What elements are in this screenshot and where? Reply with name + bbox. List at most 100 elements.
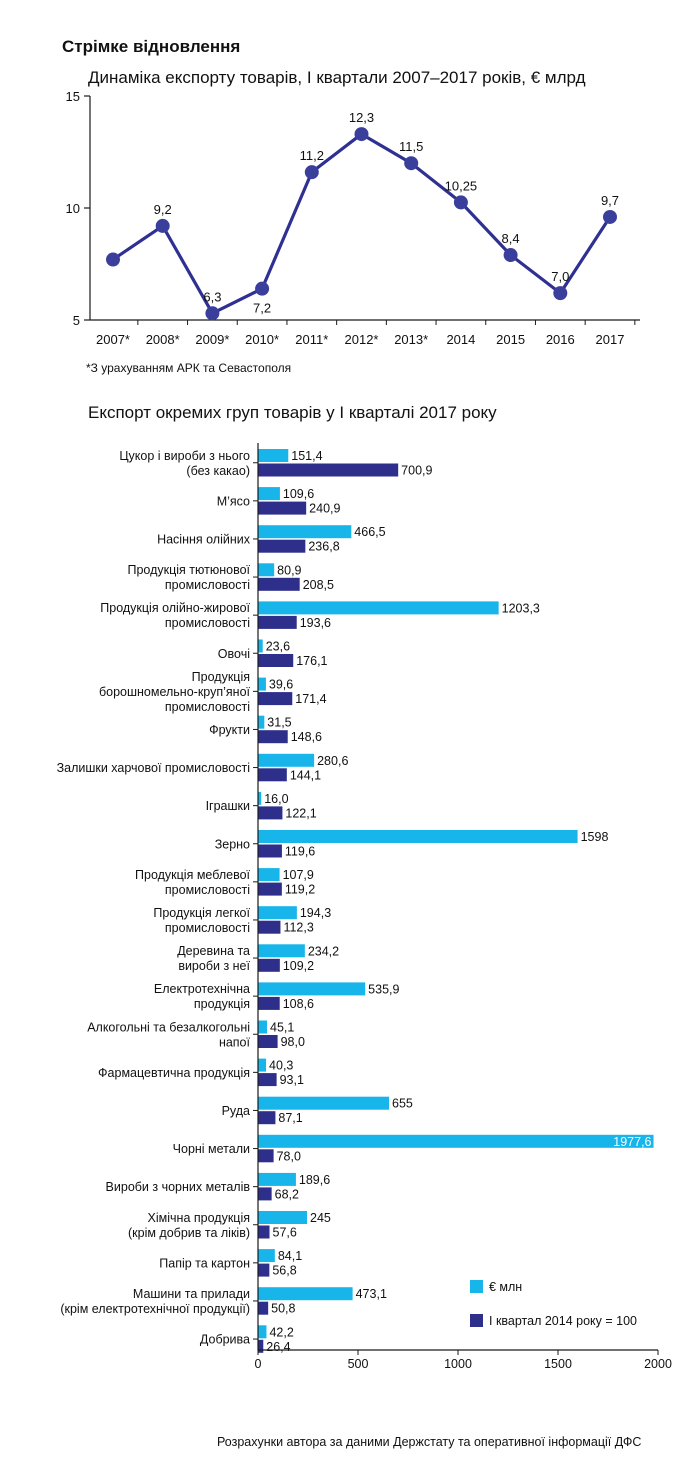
category-label: Фрукти (209, 723, 250, 737)
bar-eur-mln-label: 234,2 (308, 944, 339, 958)
bar-eur-mln (258, 715, 265, 729)
bar-eur-mln (258, 1058, 267, 1072)
x-tick-label: 500 (348, 1357, 369, 1371)
bar-index-2014 (258, 768, 287, 782)
bar-index-2014-label: 112,3 (283, 921, 313, 935)
bar-eur-mln-label: 39,6 (269, 678, 293, 692)
category-label: Іграшки (206, 799, 250, 813)
category-label: Електротехнічна продукція (154, 982, 250, 1011)
bar-index-2014 (258, 501, 307, 515)
x-tick-label: 2007* (96, 332, 130, 347)
source-note: Розрахунки автора за даними Держстату та… (217, 1435, 641, 1449)
line-chart-title: Динаміка експорту товарів, І квартали 20… (88, 68, 586, 87)
bar-index-2014-label: 119,6 (285, 845, 315, 859)
bar-index-2014 (258, 958, 280, 972)
bar-eur-mln (258, 1096, 389, 1110)
bar-index-2014 (258, 539, 306, 553)
bar-eur-mln-label: 42,2 (269, 1325, 293, 1339)
bar-index-2014 (258, 1111, 276, 1125)
bar-index-2014-label: 50,8 (271, 1302, 295, 1316)
category-label: Машини та прилади (крім електротехнічної … (60, 1287, 250, 1316)
bar-eur-mln (258, 753, 315, 767)
data-point (503, 248, 518, 263)
x-tick-label: 2014 (446, 332, 475, 347)
x-tick-label: 2013* (394, 332, 428, 347)
category-label: Продукція тютюнової промисловості (127, 563, 250, 592)
bar-eur-mln (258, 1325, 267, 1339)
bar-eur-mln-label: 189,6 (299, 1173, 330, 1187)
bar-eur-mln-label: 1598 (581, 830, 609, 844)
x-tick-label: 2012* (345, 332, 379, 347)
x-tick-label: 0 (255, 1357, 262, 1371)
bar-index-2014 (258, 1035, 278, 1048)
bar-eur-mln-label: 84,1 (278, 1249, 302, 1263)
bar-index-2014-label: 109,2 (283, 959, 314, 973)
bar-eur-mln (258, 1249, 275, 1263)
bar-eur-mln (258, 639, 263, 653)
x-tick-label: 2016 (546, 332, 575, 347)
data-point (453, 195, 468, 210)
bar-eur-mln (258, 906, 297, 920)
data-point (255, 281, 270, 296)
category-label: Цукор і вироби з нього (без какао) (119, 449, 250, 478)
bar-index-2014 (258, 730, 288, 744)
data-label: 7,0 (551, 269, 569, 284)
bar-index-2014-label: 108,6 (283, 997, 314, 1011)
bar-eur-mln (258, 525, 352, 539)
bar-index-2014 (258, 692, 293, 706)
data-label: 6,3 (203, 289, 221, 304)
category-label: Алкогольні та безалкогольні напої (87, 1020, 250, 1049)
category-label: Продукція олійно-жирової промисловості (100, 601, 250, 630)
bar-eur-mln-label: 40,3 (269, 1059, 293, 1073)
bar-index-2014 (258, 1149, 274, 1163)
data-label: 8,4 (502, 231, 520, 246)
bar-eur-mln-label: 23,6 (266, 640, 290, 654)
data-label: 10,25 (445, 178, 478, 193)
data-label: 11,5 (399, 139, 423, 154)
category-label: Продукція легкої промисловості (153, 906, 250, 935)
bar-index-2014 (258, 615, 297, 629)
bar-eur-mln-label: 80,9 (277, 563, 301, 577)
bar-index-2014 (258, 1187, 272, 1201)
bar-index-2014 (258, 1263, 270, 1277)
bar-eur-mln-label: 1977,6 (613, 1135, 651, 1149)
bar-eur-mln-label: 194,3 (300, 906, 331, 920)
bar-eur-mln (258, 563, 275, 577)
bar-eur-mln (258, 677, 266, 691)
line-series (112, 132, 612, 315)
category-label: М’ясо (217, 494, 250, 508)
bar-index-2014-label: 57,6 (273, 1226, 297, 1240)
data-point (304, 165, 319, 180)
bar-index-2014-label: 208,5 (303, 578, 334, 592)
figure-title: Стрімке відновлення (62, 37, 240, 56)
bar-eur-mln-label: 280,6 (317, 754, 348, 768)
x-tick-label: 2011* (295, 332, 328, 347)
legend-swatch-eur-mln (470, 1280, 483, 1293)
bar-index-2014-label: 144,1 (290, 768, 321, 782)
bar-index-2014-label: 26,4 (266, 1340, 290, 1354)
bar-index-2014-label: 236,8 (308, 540, 339, 554)
category-label: Фармацевтична продукція (98, 1066, 250, 1080)
data-label: 12,3 (349, 110, 374, 125)
bar-index-2014 (258, 1301, 269, 1315)
data-point (155, 218, 170, 233)
data-label: 7,2 (253, 301, 271, 316)
data-point (404, 156, 419, 171)
x-tick-label: 2009* (195, 332, 229, 347)
bar-eur-mln-label: 655 (392, 1097, 413, 1111)
bar-index-2014 (258, 996, 280, 1010)
bar-index-2014 (258, 806, 283, 820)
bar-eur-mln-label: 107,9 (283, 868, 314, 882)
bar-index-2014 (258, 463, 399, 477)
bar-index-2014-label: 193,6 (300, 616, 331, 630)
bar-eur-mln (258, 868, 280, 882)
line-chart: 5 10 15 2007* 2008* 2009* 2010* 2011* 2012* 2013*… (66, 89, 640, 347)
footnote: *З урахуванням АРК та Севастополя (86, 361, 291, 375)
bar-eur-mln-label: 31,5 (267, 716, 291, 730)
bar-index-2014 (258, 882, 282, 896)
bar-index-2014 (258, 1073, 277, 1087)
bar-index-2014-label: 87,1 (278, 1111, 302, 1125)
bar-eur-mln-label: 535,9 (368, 982, 399, 996)
bar-eur-mln (258, 944, 305, 958)
